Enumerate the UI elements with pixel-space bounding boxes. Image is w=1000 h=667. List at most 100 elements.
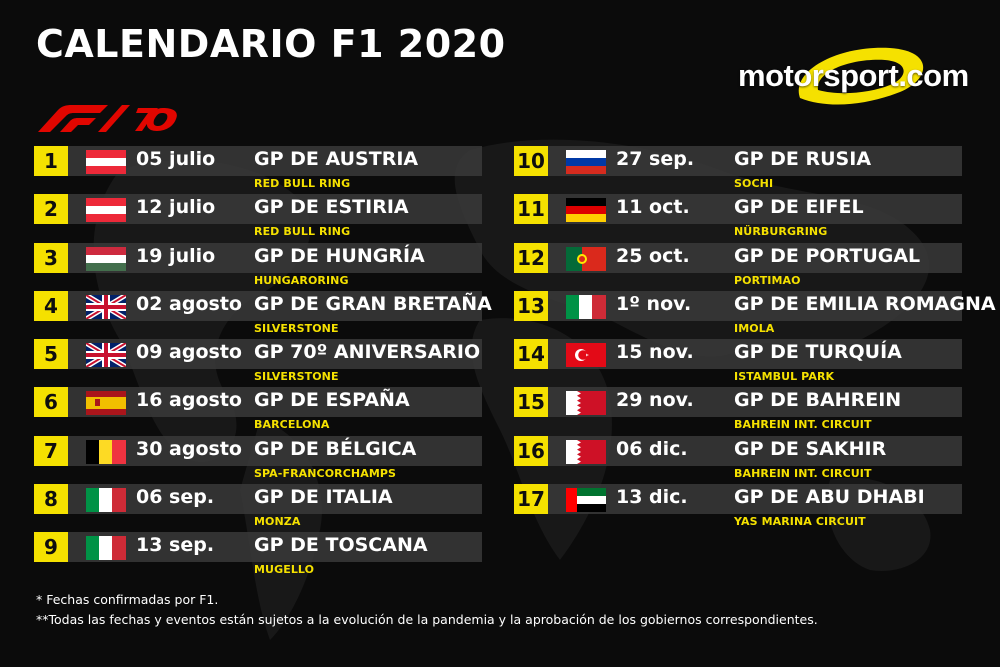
- footnotes: * Fechas confirmadas por F1. **Todas las…: [36, 590, 818, 630]
- race-circuit: MUGELLO: [254, 563, 315, 577]
- race-number: 7: [34, 435, 68, 466]
- race-date: 27 sep.: [616, 148, 695, 170]
- race-row: 14 15 nov. GP DE TURQUÍA ISTAMBUL PARK: [514, 339, 964, 387]
- race-circuit: MONZA: [254, 515, 301, 529]
- race-name: GP 70º ANIVERSARIO: [254, 341, 481, 364]
- race-name: GP DE BAHREIN: [734, 389, 902, 412]
- race-row: 2 12 julio GP DE ESTIRIA RED BULL RING: [34, 194, 484, 242]
- race-name: GP DE ITALIA: [254, 486, 393, 509]
- race-number: 15: [514, 387, 548, 418]
- race-number: 5: [34, 339, 68, 370]
- race-row: 3 19 julio GP DE HUNGRÍA HUNGARORING: [34, 242, 484, 291]
- race-circuit: BAHREIN INT. CIRCUIT: [734, 466, 872, 480]
- race-row: 13 1º nov. GP DE EMILIA ROMAGNA IMOLA: [514, 290, 996, 339]
- page-title: CALENDARIO F1 2020: [36, 22, 506, 66]
- race-circuit: ISTAMBUL PARK: [734, 370, 835, 384]
- turkey-flag-icon: [566, 343, 606, 368]
- race-date: 1º nov.: [616, 292, 692, 315]
- bahrain-flag-icon: [566, 439, 606, 464]
- austria-flag-icon: [86, 198, 126, 223]
- race-row: 11 11 oct. GP DE EIFEL NÜRBURGRING: [514, 194, 964, 242]
- f1-70-logo-icon: [38, 105, 177, 132]
- race-number: 1: [34, 146, 68, 176]
- race-list-left: 1 05 julio GP DE AUSTRIA RED BULL RING 2…: [34, 146, 492, 581]
- uk-flag-icon: [84, 292, 128, 322]
- race-name: GP DE AUSTRIA: [254, 148, 419, 170]
- race-row: 9 13 sep. GP DE TOSCANA MUGELLO: [34, 532, 484, 580]
- race-circuit: SOCHI: [734, 177, 774, 190]
- race-date: 02 agosto: [136, 292, 242, 315]
- race-number: 6: [34, 387, 68, 418]
- race-name: GP DE SAKHIR: [734, 437, 887, 460]
- race-circuit: BARCELONA: [254, 418, 330, 432]
- italy-flag-icon: [86, 488, 126, 513]
- russia-flag-icon: [566, 150, 606, 174]
- footnote-confirmed: * Fechas confirmadas por F1.: [36, 592, 219, 607]
- race-date: 29 nov.: [616, 389, 694, 412]
- race-number: 14: [514, 339, 548, 370]
- race-name: GP DE GRAN BRETAÑA: [254, 292, 492, 315]
- race-date: 09 agosto: [136, 341, 242, 364]
- race-name: GP DE TURQUÍA: [734, 341, 902, 364]
- race-date: 16 agosto: [136, 389, 242, 412]
- race-number: 16: [514, 435, 548, 466]
- race-date: 12 julio: [136, 196, 216, 219]
- race-name: GP DE ESPAÑA: [254, 389, 410, 412]
- footnote-pandemic: **Todas las fechas y eventos están sujet…: [36, 612, 818, 627]
- race-circuit: NÜRBURGRING: [734, 225, 828, 239]
- race-row: 7 30 agosto GP DE BÉLGICA SPA-FRANCORCHA…: [34, 435, 484, 484]
- race-number: 13: [514, 290, 548, 321]
- race-circuit: HUNGARORING: [254, 273, 349, 287]
- race-date: 13 sep.: [136, 534, 215, 557]
- race-date: 25 oct.: [616, 244, 690, 267]
- race-circuit: PORTIMAO: [734, 273, 801, 287]
- race-row: 6 16 agosto GP DE ESPAÑA BARCELONA: [34, 387, 484, 435]
- race-row: 16 06 dic. GP DE SAKHIR BAHREIN INT. CIR…: [514, 435, 964, 484]
- italy-flag-icon: [566, 294, 606, 319]
- race-name: GP DE BÉLGICA: [254, 437, 417, 460]
- race-date: 06 dic.: [616, 437, 688, 460]
- race-date: 06 sep.: [136, 486, 215, 509]
- race-name: GP DE PORTUGAL: [734, 244, 921, 267]
- race-date: 15 nov.: [616, 341, 694, 364]
- spain-flag-icon: [86, 391, 126, 416]
- race-number: 10: [514, 146, 548, 176]
- brand-swoosh-icon: [798, 47, 924, 105]
- race-number: 4: [34, 290, 68, 321]
- race-number: 11: [514, 194, 548, 225]
- portugal-flag-icon: [566, 246, 606, 271]
- race-circuit: IMOLA: [734, 321, 775, 335]
- germany-flag-icon: [566, 198, 606, 223]
- race-name: GP DE TOSCANA: [254, 534, 428, 557]
- brand-logo: motorsport.com: [730, 40, 970, 120]
- race-date: 13 dic.: [616, 486, 688, 509]
- race-number: 9: [34, 532, 68, 563]
- race-row: 12 25 oct. GP DE PORTUGAL PORTIMAO: [514, 242, 964, 291]
- race-name: GP DE EIFEL: [734, 196, 864, 219]
- race-row: 4 02 agosto GP DE GRAN BRETAÑA SILVERSTO…: [34, 290, 492, 339]
- race-list-right: 10 27 sep. GP DE RUSIA SOCHI 11 11 oct. …: [514, 146, 996, 532]
- race-circuit: YAS MARINA CIRCUIT: [734, 515, 866, 529]
- race-name: GP DE HUNGRÍA: [254, 244, 425, 267]
- bahrain-flag-icon: [566, 391, 606, 416]
- race-row: 10 27 sep. GP DE RUSIA SOCHI: [514, 146, 964, 194]
- race-number: 8: [34, 484, 68, 515]
- race-circuit: SILVERSTONE: [254, 321, 339, 335]
- race-name: GP DE EMILIA ROMAGNA: [734, 292, 996, 315]
- race-date: 05 julio: [136, 148, 216, 170]
- race-circuit: SPA-FRANCORCHAMPS: [254, 466, 397, 480]
- race-row: 5 09 agosto GP 70º ANIVERSARIO SILVERSTO…: [34, 339, 484, 387]
- race-date: 11 oct.: [616, 196, 690, 219]
- race-circuit: RED BULL RING: [254, 225, 351, 239]
- race-row: 17 13 dic. GP DE ABU DHABI YAS MARINA CI…: [514, 484, 964, 532]
- austria-flag-icon: [86, 150, 126, 174]
- uae-flag-icon: [566, 488, 606, 513]
- uk-flag-icon: [84, 341, 128, 370]
- race-date: 30 agosto: [136, 437, 242, 460]
- hungary-flag-icon: [86, 246, 126, 271]
- race-number: 17: [514, 484, 548, 515]
- race-row: 15 29 nov. GP DE BAHREIN BAHREIN INT. CI…: [514, 387, 964, 435]
- belgium-flag-icon: [86, 439, 126, 464]
- race-name: GP DE ABU DHABI: [734, 486, 925, 509]
- brand-name: motorsport.com: [738, 58, 969, 93]
